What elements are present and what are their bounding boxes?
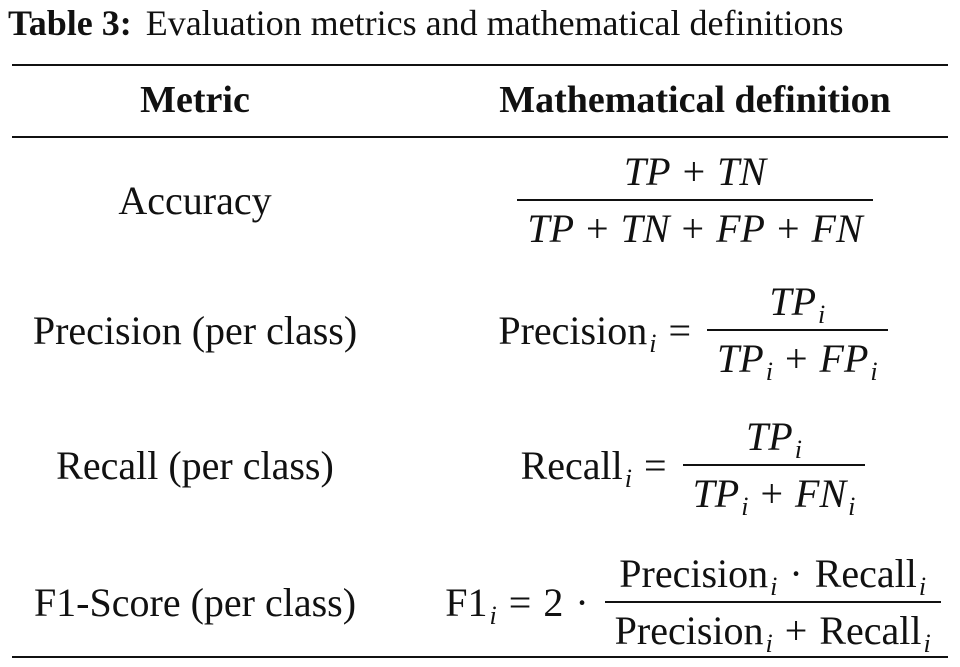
denominator: TP + TN + FP + FN [517, 199, 873, 252]
subscript: i [624, 463, 632, 493]
math-token: + [681, 206, 705, 251]
caption-text: Evaluation metrics and mathematical defi… [145, 3, 844, 43]
math-token: = [508, 579, 532, 625]
math-token: + [760, 471, 784, 516]
numerator: TPi [736, 413, 812, 464]
math-token: = [668, 307, 692, 353]
math-token: Precisioni [619, 551, 778, 601]
math-token: FPi [819, 336, 878, 386]
metric-cell: Recall (per class) [56, 442, 334, 488]
math-token: TPi [746, 414, 802, 464]
fraction: TPi TPi + FPi [707, 278, 888, 386]
header-cell: Mathematical definition [499, 79, 891, 121]
header-rule [12, 136, 948, 138]
subscript: i [870, 357, 878, 386]
fraction: TP + TN TP + TN + FP + FN [517, 148, 873, 252]
math-token: TN [620, 206, 670, 251]
subscript: i [770, 572, 778, 601]
math-token: TPi [769, 279, 826, 329]
math-token: FP [716, 206, 765, 251]
math-token: Recalli [819, 608, 931, 658]
math-token: Precisioni [498, 307, 657, 358]
definition-cell: Precisioni = TPi TPi + FPi [430, 265, 960, 395]
denominator: TPi + FPi [707, 329, 888, 386]
math-token: TN [717, 149, 767, 194]
math-token: Recalli [520, 442, 632, 493]
math-token: · [575, 579, 589, 625]
table-caption: Table 3: Evaluation metrics and mathemati… [8, 2, 843, 44]
math-token: TPi [717, 336, 773, 386]
subscript: i [741, 492, 749, 521]
subscript: i [923, 629, 931, 658]
math-token: FNi [795, 471, 856, 521]
math-token: TP [623, 149, 671, 194]
math-token: + [784, 608, 808, 653]
subscript: i [918, 572, 927, 601]
subscript: i [765, 629, 773, 658]
math-token: · [789, 551, 803, 596]
math-token: TP [527, 206, 575, 251]
numerator: Precisioni · Recalli [609, 550, 936, 601]
metric-cell: Accuracy [118, 177, 272, 223]
denominator: Precisioni + Recalli [604, 601, 941, 658]
subscript: i [765, 357, 773, 386]
subscript: i [489, 600, 497, 630]
math-token: + [586, 206, 609, 251]
definition-cell: TP + TN TP + TN + FP + FN [430, 135, 960, 265]
math-token: + [784, 336, 808, 381]
subscript: i [818, 300, 826, 329]
definition-cell: Recalli = TPi TPi + FNi [430, 400, 960, 530]
math-token: Recalli [814, 551, 927, 601]
metric-cell: F1-Score (per class) [33, 579, 357, 625]
math-token: 2 [543, 579, 564, 625]
top-rule [12, 64, 948, 66]
header-cell: Metric [140, 79, 250, 121]
definition-cell: F1i = 2 · Precisioni · Recalli Precisioni + Recal… [430, 537, 960, 667]
math-token: + [682, 149, 706, 194]
math-token: TPi [692, 471, 749, 521]
math-token: F1i [445, 579, 497, 630]
numerator: TP + TN [614, 148, 776, 199]
subscript: i [649, 328, 657, 358]
math-token: FN [811, 206, 863, 251]
math-token: + [776, 206, 800, 251]
metric-cell: Precision (per class) [32, 307, 358, 353]
bottom-rule [12, 656, 948, 658]
denominator: TPi + FNi [682, 464, 866, 521]
fraction: Precisioni · Recalli Precisioni + Recalli [604, 550, 941, 658]
subscript: i [794, 435, 802, 464]
math-token: = [644, 442, 667, 488]
numerator: TPi [759, 278, 835, 329]
fraction: TPi TPi + FNi [682, 413, 866, 521]
math-token: Precisioni [614, 608, 773, 658]
subscript: i [848, 492, 856, 521]
caption-label: Table 3: [8, 3, 132, 43]
